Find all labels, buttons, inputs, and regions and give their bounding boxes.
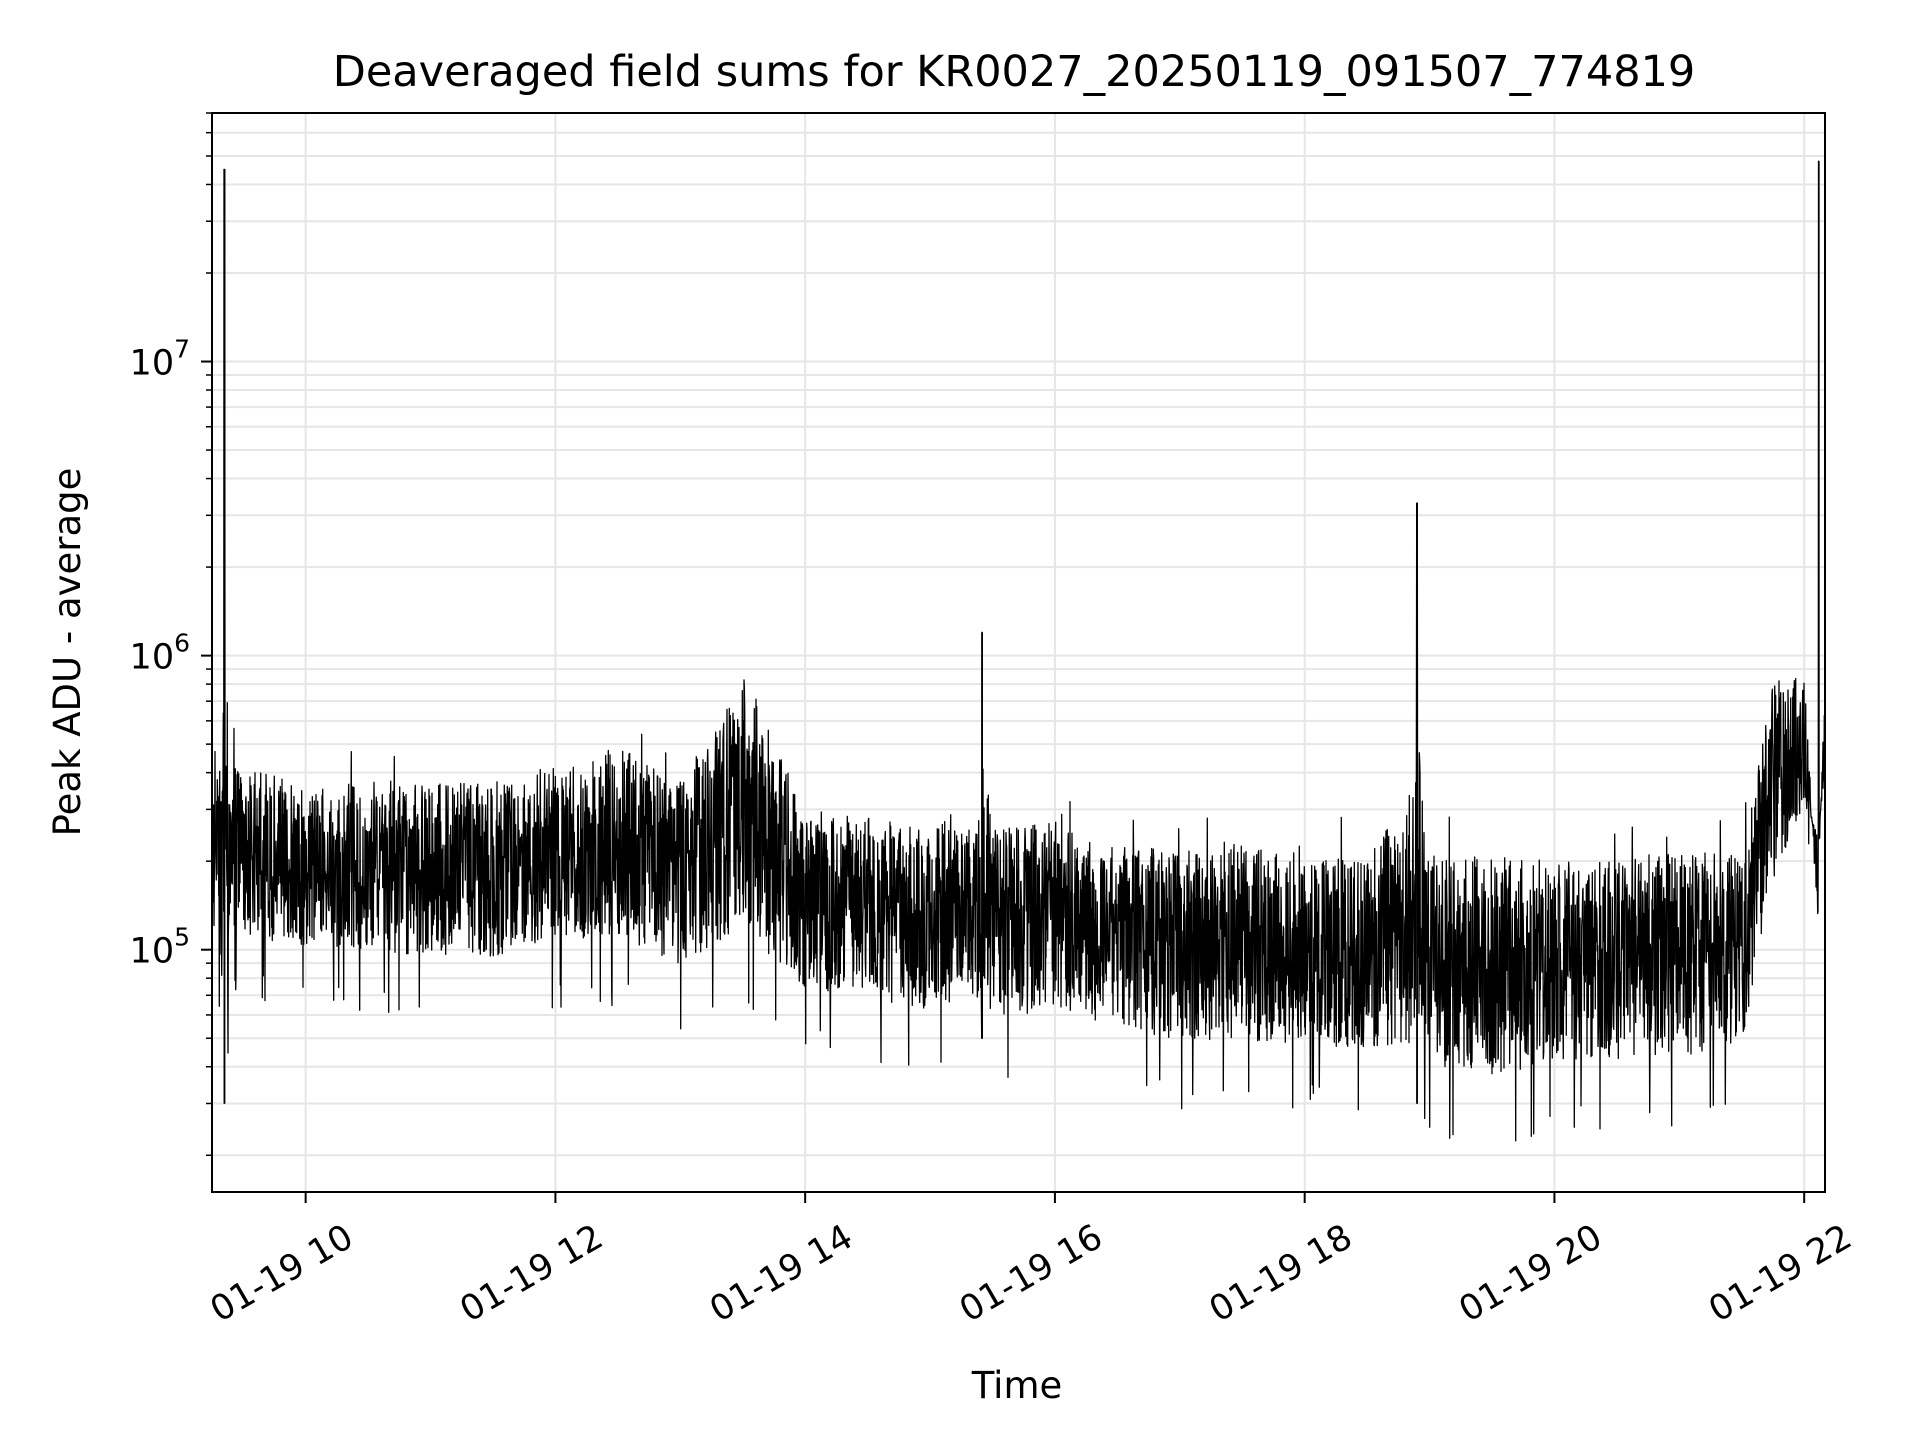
y-axis-label: Peak ADU - average [46, 468, 89, 837]
plot-area [211, 160, 1826, 1142]
y-tick-exponent: 6 [174, 629, 190, 658]
chart-title: Deaveraged field sums for KR0027_2025011… [333, 47, 1696, 97]
y-tick-exponent: 7 [174, 335, 190, 364]
y-tick-label: 105 [130, 923, 190, 972]
y-tick-label: 106 [130, 629, 190, 678]
axes-frame [211, 112, 1826, 1193]
x-axis-label: Time [971, 1364, 1063, 1407]
y-tick-exponent: 5 [174, 923, 190, 952]
y-tick-base: 10 [130, 638, 175, 678]
data-series-line [211, 160, 1826, 1142]
y-tick-label: 107 [130, 335, 190, 384]
y-tick-base: 10 [130, 932, 175, 972]
y-tick-base: 10 [130, 344, 175, 384]
